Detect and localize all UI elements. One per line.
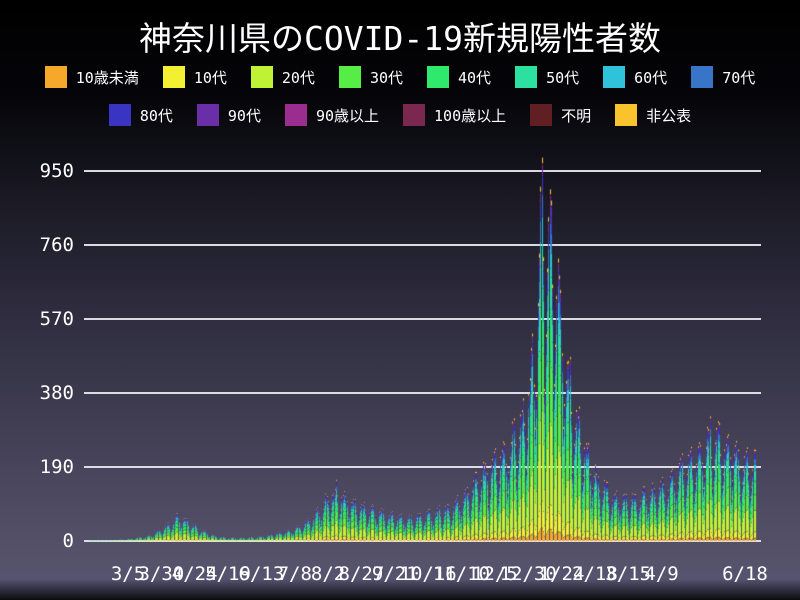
legend-swatch-icon: [108, 104, 131, 126]
legend-label: 70代: [722, 68, 756, 87]
legend-swatch-icon: [427, 66, 449, 88]
legend-item: 100歳以上: [403, 104, 506, 126]
legend-label: 60代: [634, 68, 668, 87]
legend-swatch-icon: [403, 104, 426, 126]
x-tick-label: 3/15: [605, 563, 652, 585]
legend-item: 60代: [603, 66, 667, 88]
legend-item: 10歳未満: [44, 66, 139, 88]
stacked-bar-plot: [84, 150, 762, 544]
x-tick-label: 11/10: [432, 563, 491, 585]
legend-label: 10歳未満: [75, 68, 139, 87]
legend-item: 30代: [338, 66, 403, 88]
x-tick-label: 10/16: [399, 563, 457, 585]
x-tick-label: 5/19: [205, 563, 251, 585]
x-tick-label: 4/9: [644, 563, 679, 585]
y-tick-label: 0: [62, 530, 74, 552]
legend-swatch-icon: [196, 104, 219, 126]
x-tick-label: 8/27: [338, 563, 385, 585]
legend-swatch-icon: [338, 66, 361, 88]
legend-swatch-icon: [284, 104, 307, 126]
x-tick-label: 1/24: [538, 563, 585, 585]
legend-item: 20代: [250, 66, 315, 88]
legend-label: 50代: [546, 68, 580, 87]
y-tick-label: 570: [39, 308, 74, 330]
x-tick-label: 12/30: [499, 563, 557, 585]
legend-row-1: 10歳未満 10代 20代 30代 40代 50代 60代 70代: [0, 66, 800, 88]
legend-label: 80代: [139, 106, 173, 125]
legend-item: 40代: [427, 66, 491, 88]
x-tick-label: 12/5: [471, 563, 518, 585]
legend-label: 100歳以上: [434, 106, 507, 125]
legend-swatch-icon: [603, 66, 626, 88]
legend-row-2: 80代 90代 90歳以上 100歳以上 不明 非公表: [0, 104, 800, 126]
x-tick-label: 6/13: [238, 563, 285, 585]
y-tick-label: 380: [39, 382, 74, 404]
x-tick-label: 4/24: [171, 563, 218, 585]
legend-label: 20代: [281, 68, 315, 87]
legend-label: 90歳以上: [315, 106, 380, 125]
legend-item: 80代: [108, 104, 173, 126]
legend-swatch-icon: [44, 66, 67, 88]
legend-item: 90代: [196, 104, 261, 126]
legend-item: 70代: [691, 66, 755, 88]
legend-swatch-icon: [530, 104, 553, 126]
legend-label: 不明: [561, 106, 592, 125]
x-tick-label: 6/18: [722, 563, 768, 585]
legend-swatch-icon: [691, 66, 714, 88]
y-tick-label: 190: [39, 456, 74, 478]
legend-item: 10代: [162, 66, 227, 88]
chart-title: 神奈川県のCOVID-19新規陽性者数: [139, 19, 661, 58]
legend-label: 10代: [193, 68, 227, 87]
legend-item: 不明: [530, 104, 591, 126]
legend-label: 90代: [227, 106, 261, 125]
x-tick-label: 3/30: [138, 563, 185, 585]
legend-label: 30代: [369, 68, 403, 87]
x-tick-label: 7/8: [277, 563, 312, 585]
x-tick-label: 8/2: [310, 563, 346, 585]
x-tick-label: 2/18: [572, 563, 618, 585]
legend-swatch-icon: [615, 104, 638, 126]
legend-label: 40代: [458, 68, 492, 87]
legend-item: 非公表: [615, 104, 691, 126]
x-tick-label: 3/5: [110, 563, 146, 585]
x-tick-label: 9/21: [371, 563, 418, 585]
y-tick-label: 760: [39, 234, 74, 256]
y-tick-label: 950: [39, 160, 74, 182]
legend-swatch-icon: [162, 66, 185, 88]
legend-label: 非公表: [646, 106, 692, 125]
legend-item: 90歳以上: [284, 104, 380, 126]
legend-swatch-icon: [515, 66, 538, 88]
legend-item: 50代: [515, 66, 579, 88]
legend-swatch-icon: [250, 66, 273, 88]
